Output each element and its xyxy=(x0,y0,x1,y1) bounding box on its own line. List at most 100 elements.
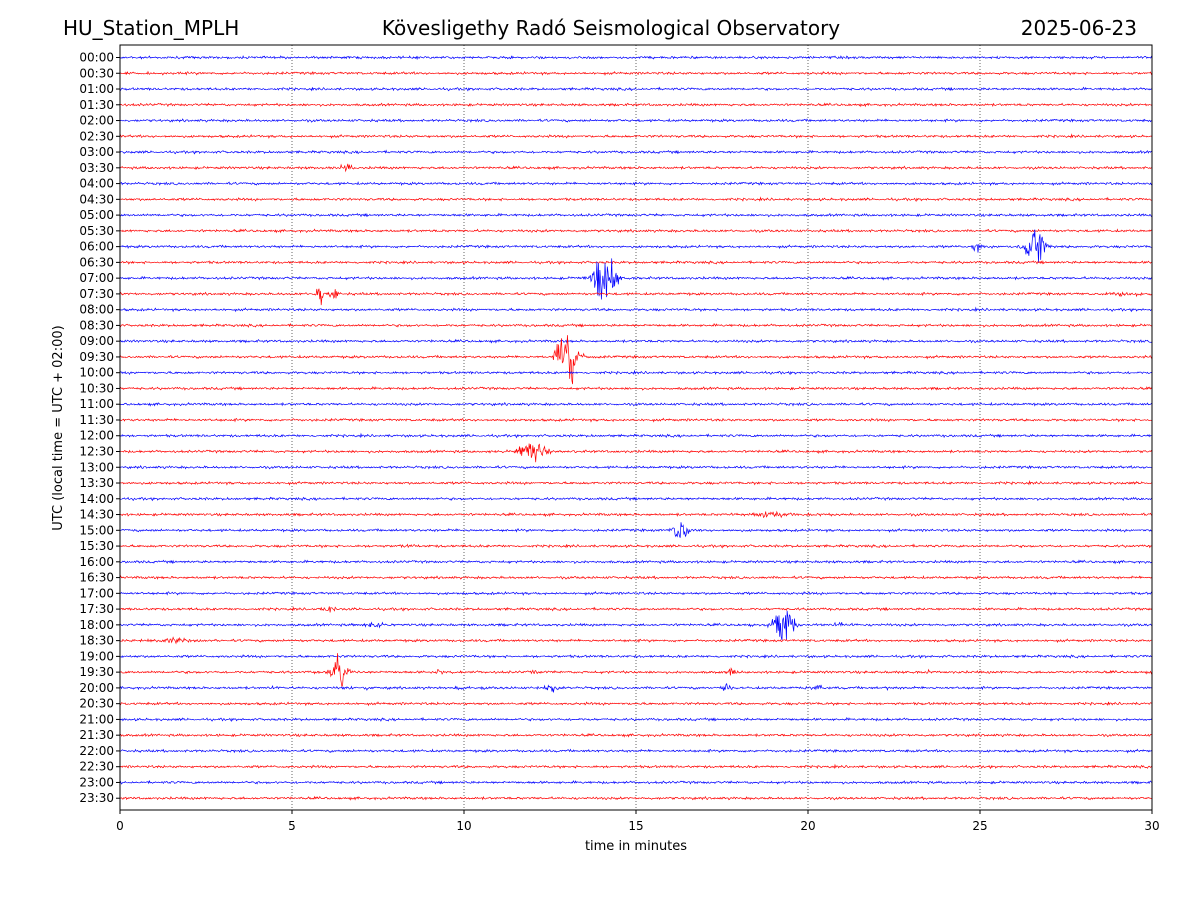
trace-1730 xyxy=(119,606,1153,613)
trace-0800 xyxy=(119,306,1153,313)
y-tick-label: 18:30 xyxy=(79,634,114,648)
y-tick-label: 04:00 xyxy=(79,177,114,191)
trace-0700 xyxy=(119,258,1153,300)
trace-0600 xyxy=(120,229,1153,263)
trace-2230 xyxy=(119,763,1153,770)
y-tick-label: 13:30 xyxy=(79,476,114,490)
y-tick-label: 17:00 xyxy=(79,586,114,600)
trace-1700 xyxy=(119,591,1153,597)
y-tick-label: 06:00 xyxy=(79,240,114,254)
y-tick-label: 03:00 xyxy=(79,145,114,159)
x-tick-label: 25 xyxy=(972,819,987,833)
y-tick-label: 19:00 xyxy=(79,649,114,663)
trace-0100 xyxy=(119,86,1153,92)
y-tick-label: 02:00 xyxy=(79,114,114,128)
x-tick-label: 10 xyxy=(456,819,471,833)
y-tick-label: 09:00 xyxy=(79,334,114,348)
trace-1330 xyxy=(119,479,1153,486)
trace-2030 xyxy=(119,701,1153,707)
trace-0530 xyxy=(119,228,1153,234)
x-tick-label: 15 xyxy=(628,819,643,833)
seismic-traces xyxy=(119,55,1153,801)
trace-1830 xyxy=(119,636,1153,645)
trace-0030 xyxy=(119,70,1153,76)
y-tick-label: 07:30 xyxy=(79,287,114,301)
trace-1600 xyxy=(119,559,1153,565)
y-tick-label: 02:30 xyxy=(79,129,114,143)
trace-0930 xyxy=(119,335,1153,385)
y-tick-label: 15:30 xyxy=(79,539,114,553)
station-title: HU_Station_MPLH xyxy=(63,16,239,40)
x-tick-label: 0 xyxy=(116,819,124,833)
y-tick-label: 08:30 xyxy=(79,318,114,332)
trace-0830 xyxy=(119,322,1153,328)
trace-2200 xyxy=(119,748,1153,754)
y-tick-label: 04:30 xyxy=(79,192,114,206)
x-axis-label: time in minutes xyxy=(585,839,687,854)
trace-0730 xyxy=(119,288,1153,306)
trace-1630 xyxy=(119,575,1153,580)
trace-0000 xyxy=(119,55,1153,61)
y-tick-label: 05:00 xyxy=(79,208,114,222)
trace-1100 xyxy=(119,401,1153,407)
trace-1930 xyxy=(120,653,1153,688)
y-tick-label: 09:30 xyxy=(79,350,114,364)
x-tick-label: 20 xyxy=(800,819,815,833)
trace-1300 xyxy=(119,464,1153,470)
y-tick-label: 06:30 xyxy=(79,255,114,269)
y-tick-label: 23:30 xyxy=(79,791,114,805)
y-tick-label: 08:00 xyxy=(79,303,114,317)
y-tick-label: 15:00 xyxy=(79,523,114,537)
y-tick-label: 21:30 xyxy=(79,728,114,742)
y-axis-label: UTC (local time = UTC + 02:00) xyxy=(51,325,66,530)
trace-0900 xyxy=(119,338,1153,344)
y-tick-label: 05:30 xyxy=(79,224,114,238)
x-tick-label: 30 xyxy=(1144,819,1159,833)
x-tick-label: 5 xyxy=(288,819,296,833)
trace-0300 xyxy=(119,149,1153,155)
trace-2100 xyxy=(119,716,1153,722)
y-tick-label: 20:30 xyxy=(79,697,114,711)
trace-0630 xyxy=(119,259,1152,265)
trace-1000 xyxy=(119,369,1153,376)
trace-1900 xyxy=(119,653,1153,659)
trace-1430 xyxy=(119,510,1153,519)
trace-0400 xyxy=(119,181,1153,187)
trace-1400 xyxy=(119,496,1153,502)
trace-2300 xyxy=(119,779,1153,785)
trace-2130 xyxy=(120,732,1152,738)
trace-2330 xyxy=(119,795,1153,801)
date-title: 2025-06-23 xyxy=(1021,16,1137,40)
trace-1130 xyxy=(119,417,1153,423)
trace-1200 xyxy=(119,432,1153,439)
y-tick-label: 14:30 xyxy=(79,508,114,522)
trace-1800 xyxy=(119,610,1153,641)
y-tick-label: 12:30 xyxy=(79,445,114,459)
trace-1500 xyxy=(119,522,1153,538)
observatory-title: Kövesligethy Radó Seismological Observat… xyxy=(382,16,840,40)
trace-0230 xyxy=(119,133,1153,139)
y-tick-label: 16:00 xyxy=(79,555,114,569)
trace-0130 xyxy=(119,102,1153,108)
y-tick-label: 07:00 xyxy=(79,271,114,285)
y-tick-label: 10:30 xyxy=(79,381,114,395)
trace-2000 xyxy=(119,682,1153,693)
y-tick-label: 20:00 xyxy=(79,681,114,695)
y-tick-label: 11:00 xyxy=(79,397,114,411)
y-tick-label: 22:30 xyxy=(79,760,114,774)
y-tick-label: 10:00 xyxy=(79,366,114,380)
y-tick-label: 00:30 xyxy=(79,66,114,80)
trace-1530 xyxy=(119,543,1153,549)
y-tick-label: 01:00 xyxy=(79,82,114,96)
y-tick-label: 22:00 xyxy=(79,744,114,758)
y-tick-label: 16:30 xyxy=(79,571,114,585)
trace-1230 xyxy=(119,443,1153,463)
y-tick-label: 00:00 xyxy=(79,51,114,65)
y-tick-label: 21:00 xyxy=(79,712,114,726)
y-tick-label: 17:30 xyxy=(79,602,114,616)
y-tick-label: 23:00 xyxy=(79,775,114,789)
y-tick-label: 03:30 xyxy=(79,161,114,175)
y-tick-label: 01:30 xyxy=(79,98,114,112)
